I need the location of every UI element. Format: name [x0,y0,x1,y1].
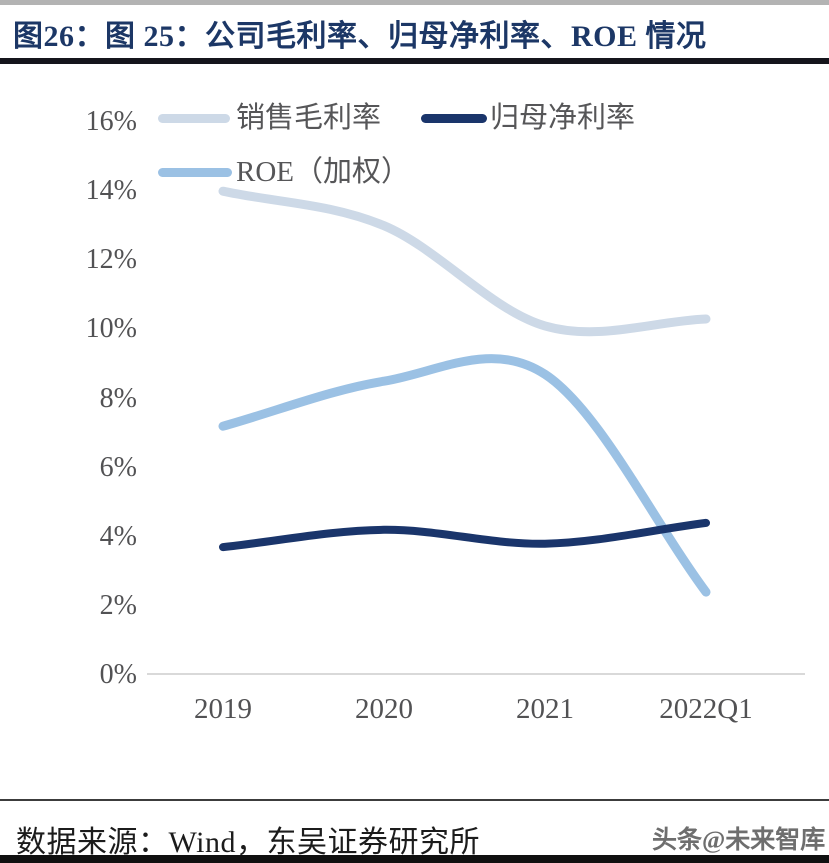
y-tick-4%: 4% [99,520,137,552]
y-tick-2%: 2% [99,589,137,621]
legend-label-net-margin: 归母净利率 [490,102,636,134]
data-source-note: 数据来源：Wind，东吴证券研究所 [16,826,480,859]
y-tick-0%: 0% [99,659,137,690]
x-label-2021: 2021 [516,693,574,725]
x-label-2020: 2020 [355,693,413,725]
legend-label-gross-margin: 销售毛利率 [236,102,382,134]
x-label-2022Q1: 2022Q1 [659,693,753,725]
x-label-2019: 2019 [194,693,252,725]
legend-swatch-gross-margin [158,114,230,123]
legend-swatch-net-margin [421,114,487,123]
series-line-销售毛利率 [218,186,711,337]
top-border-strip [0,0,829,5]
legend-label-roe: ROE（加权） [236,156,411,188]
y-tick-14%: 14% [85,175,137,207]
legend-swatch-roe [158,168,232,177]
bottom-border-bar [0,855,829,863]
y-tick-10%: 10% [85,313,137,345]
series-line-ROE（加权） [218,354,711,597]
title-divider-rule [0,58,829,64]
x-axis-baseline [147,673,805,675]
figure-title: 图26：图 25：公司毛利率、归母净利率、ROE 情况 [13,20,707,53]
y-tick-6%: 6% [99,451,137,483]
footer-divider-rule [0,799,829,801]
series-line-归母净利率 [219,518,710,552]
y-tick-12%: 12% [85,244,137,276]
watermark-text: 头条@未来智库 [652,827,826,854]
y-tick-16%: 16% [85,106,137,138]
y-tick-8%: 8% [99,382,137,414]
